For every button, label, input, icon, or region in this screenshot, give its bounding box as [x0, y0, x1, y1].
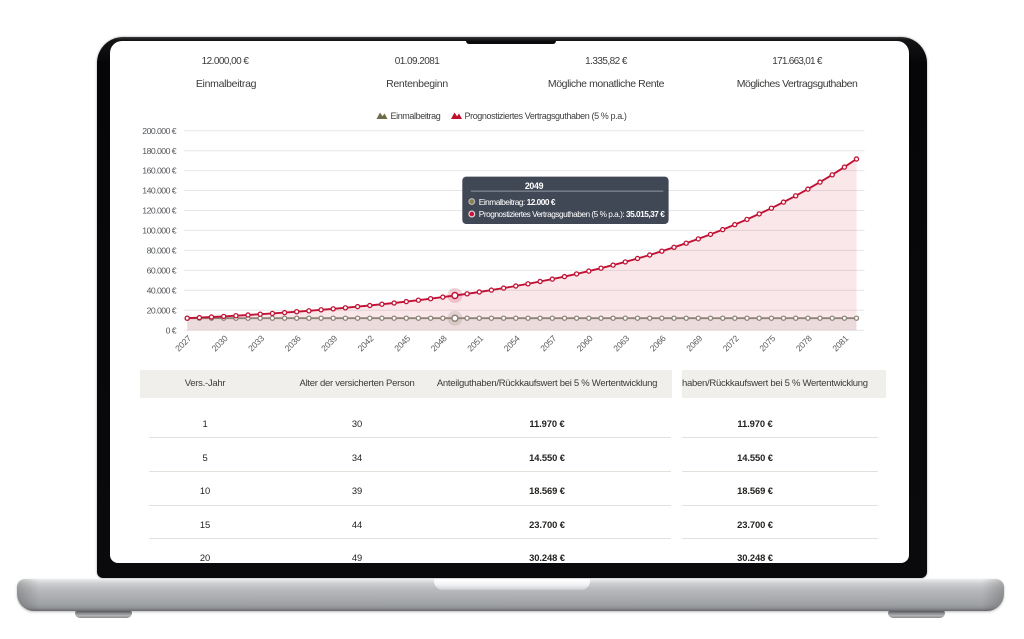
svg-text:40.000 €: 40.000 € — [147, 285, 177, 295]
svg-text:2060: 2060 — [575, 333, 595, 353]
svg-text:2075: 2075 — [757, 333, 777, 353]
svg-text:180.000 €: 180.000 € — [142, 146, 176, 156]
svg-text:100.000 €: 100.000 € — [142, 226, 176, 236]
svg-text:0 €: 0 € — [166, 325, 177, 335]
svg-text:2078: 2078 — [794, 333, 814, 353]
svg-text:2049: 2049 — [525, 181, 544, 191]
svg-text:80.000 €: 80.000 € — [147, 246, 177, 256]
svg-text:140.000 €: 140.000 € — [142, 186, 176, 196]
svg-text:2081: 2081 — [830, 333, 850, 353]
svg-text:120.000 €: 120.000 € — [142, 206, 176, 216]
svg-text:20.000 €: 20.000 € — [147, 305, 177, 315]
svg-text:2039: 2039 — [319, 333, 339, 353]
svg-text:Prognostiziertes Vertragsgutha: Prognostiziertes Vertragsguthaben (5 % p… — [465, 111, 627, 121]
svg-text:2066: 2066 — [648, 333, 668, 353]
svg-text:2033: 2033 — [246, 333, 266, 353]
svg-text:2045: 2045 — [392, 333, 412, 353]
svg-text:2027: 2027 — [173, 333, 193, 353]
svg-text:2051: 2051 — [465, 333, 485, 353]
svg-text:Einmalbeitrag: 12.000 €: Einmalbeitrag: 12.000 € — [479, 197, 556, 207]
svg-text:2054: 2054 — [502, 333, 522, 353]
svg-text:2063: 2063 — [611, 333, 631, 353]
svg-text:2057: 2057 — [538, 333, 558, 353]
svg-text:2042: 2042 — [356, 333, 376, 353]
svg-text:60.000 €: 60.000 € — [147, 266, 177, 276]
svg-text:2030: 2030 — [210, 333, 230, 353]
svg-text:2036: 2036 — [283, 333, 303, 353]
svg-text:2072: 2072 — [721, 333, 741, 353]
svg-text:Prognostiziertes Vertragsgutha: Prognostiziertes Vertragsguthaben (5 % p… — [479, 209, 665, 219]
svg-text:160.000 €: 160.000 € — [142, 166, 176, 176]
svg-text:Einmalbeitrag: Einmalbeitrag — [391, 111, 441, 121]
svg-text:200.000 €: 200.000 € — [142, 126, 176, 136]
svg-text:2069: 2069 — [684, 333, 704, 353]
svg-text:2048: 2048 — [429, 333, 449, 353]
